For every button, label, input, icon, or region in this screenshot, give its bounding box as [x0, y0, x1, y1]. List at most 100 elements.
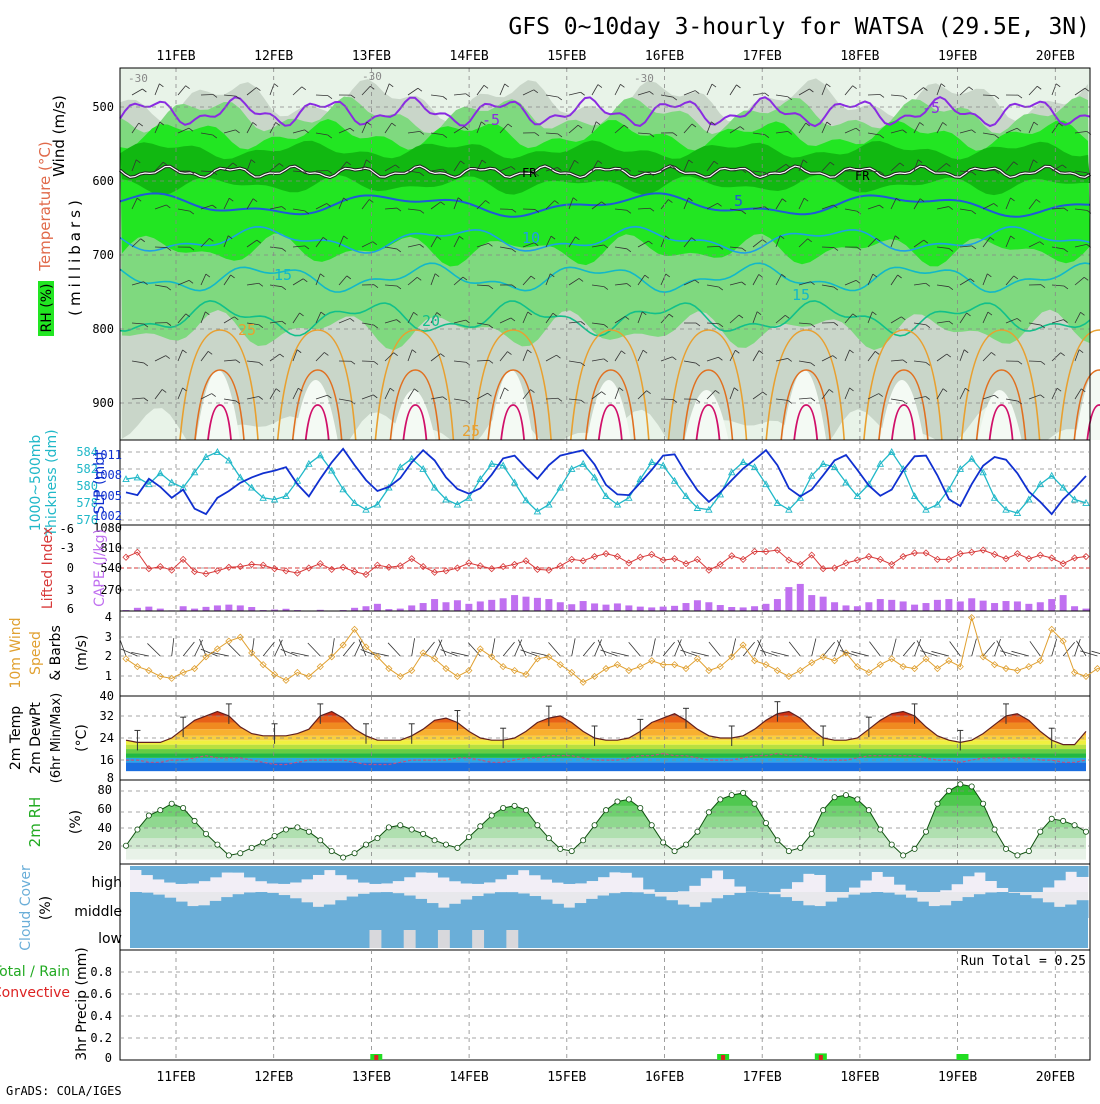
rh2m-marker — [581, 838, 586, 843]
cloud-low-gap — [370, 930, 382, 948]
contour-label-m5-2: -5 — [922, 99, 940, 117]
cloud-middle-cell — [643, 894, 655, 918]
cloud-high-cell — [906, 866, 918, 891]
cloud-low-gap — [472, 930, 484, 948]
cape-bar — [248, 607, 255, 611]
cloud-middle-cell — [347, 897, 359, 918]
cloud-high-cell — [290, 866, 302, 882]
cloud-high-cell — [541, 866, 553, 880]
cape-bar — [568, 604, 575, 611]
cloud-high-cell — [1077, 866, 1089, 877]
upper-rh-label: RH (%) — [39, 284, 55, 333]
cape-bar — [603, 605, 610, 611]
cloud-high-cell — [312, 866, 324, 875]
rh2m-marker — [1026, 848, 1031, 853]
cape-bar — [683, 603, 690, 611]
bottom-date-5: 16FEB — [645, 1070, 684, 1085]
cloud-middle-cell — [267, 893, 279, 918]
cape-bar — [511, 595, 518, 611]
cloud-middle-cell — [883, 893, 895, 918]
cloud-high-cell — [221, 866, 233, 873]
top-date-9: 20FEB — [1036, 49, 1075, 64]
cape-bar — [363, 606, 370, 611]
cloud-high-cell — [130, 866, 142, 870]
bottom-date-3: 14FEB — [450, 1070, 489, 1085]
rh2m-marker — [603, 808, 608, 813]
precip-yaxis-labels: Total / Rain Convective 3hr Precip (mm) — [0, 947, 90, 1060]
cloud-high-cell — [963, 866, 975, 876]
cloud-middle-cell — [1031, 898, 1043, 918]
li-tick-1: -3 — [60, 541, 74, 555]
cape-bar — [420, 603, 427, 611]
rh2m-unit: (%) — [68, 810, 84, 834]
cape-bar — [1060, 595, 1067, 611]
top-date-1: 12FEB — [254, 49, 293, 64]
cloud-low-gap — [438, 930, 450, 948]
rh2m-marker — [969, 784, 974, 789]
rh2m-marker — [386, 825, 391, 830]
bottom-date-4: 15FEB — [547, 1070, 586, 1085]
cloud-middle-cell — [803, 905, 815, 918]
rh2m-marker — [923, 829, 928, 834]
rh2m-marker — [615, 799, 620, 804]
cape-bar — [443, 602, 450, 611]
run-total-label: Run Total = 0.25 — [961, 954, 1086, 969]
upper-ytick-1: 600 — [92, 174, 114, 188]
rh2m-marker — [306, 829, 311, 834]
cloud-high-cell — [210, 866, 222, 877]
cloud-high-cell — [324, 866, 336, 870]
rh2m-marker — [878, 827, 883, 832]
cloud-middle-cell — [1065, 905, 1077, 918]
rh2m-marker — [421, 831, 426, 836]
cloud-middle-cell — [746, 892, 758, 918]
cloud-cover-panel: high middle low — [74, 864, 1090, 950]
contour-label-p25-1: 25 — [238, 321, 256, 339]
cloud-middle-cell — [529, 896, 541, 918]
cloud-middle-cell — [495, 892, 507, 918]
cape-bar — [203, 607, 210, 611]
bottom-date-1: 12FEB — [254, 1070, 293, 1085]
cloud-high-cell — [757, 866, 769, 892]
cape-bar — [408, 605, 415, 611]
thickness-label-1: 1000~500mb — [28, 435, 44, 532]
cloud-middle-cell — [757, 892, 769, 918]
cloud-middle-cell — [358, 894, 370, 918]
bottom-date-2: 13FEB — [352, 1070, 391, 1085]
upper-temp-label: Temperature (°C) — [36, 141, 54, 271]
rh2m-marker — [169, 801, 174, 806]
rh2m-marker — [123, 843, 128, 848]
li-tick-3: 3 — [67, 583, 74, 597]
bottom-date-8: 19FEB — [938, 1070, 977, 1085]
rh2m-marker — [181, 805, 186, 810]
cloud-middle-cell — [153, 895, 165, 918]
cloud-yaxis-labels: Cloud Cover (%) — [18, 865, 54, 951]
cloud-high-cell — [620, 866, 632, 873]
cape-bar — [774, 599, 781, 611]
cloud-high-cell — [438, 866, 450, 877]
cloud-high-cell — [176, 866, 188, 884]
precip-conv-bar-1 — [721, 1055, 725, 1060]
cloud-high-cell — [928, 866, 940, 892]
cloud-label: Cloud Cover — [18, 865, 34, 951]
cape-bar — [671, 606, 678, 611]
cape-bar — [820, 597, 827, 611]
cloud-high-cell — [255, 866, 267, 881]
cloud-middle-cell — [461, 900, 473, 918]
precip-tick-3: 0.2 — [90, 1031, 112, 1045]
rh2m-marker — [592, 823, 597, 828]
rh2m-marker — [249, 845, 254, 850]
cape-bar — [900, 601, 907, 611]
cloud-middle-cell — [620, 892, 632, 918]
temp-tick-2: 24 — [100, 731, 114, 745]
cloud-middle-cell — [198, 905, 210, 918]
cape-bar — [991, 603, 998, 611]
cloud-high-cell — [689, 866, 701, 886]
cloud-middle-cell — [814, 906, 826, 918]
page-title: GFS 0~10day 3-hourly for WATSA (29.5E, 3… — [508, 14, 1090, 40]
rh2m-marker — [706, 810, 711, 815]
rh2m-marker — [432, 838, 437, 843]
rh-yaxis-labels: 2m RH (%) — [26, 797, 84, 848]
cape-bar — [751, 606, 758, 611]
cloud-high-cell — [198, 866, 210, 881]
